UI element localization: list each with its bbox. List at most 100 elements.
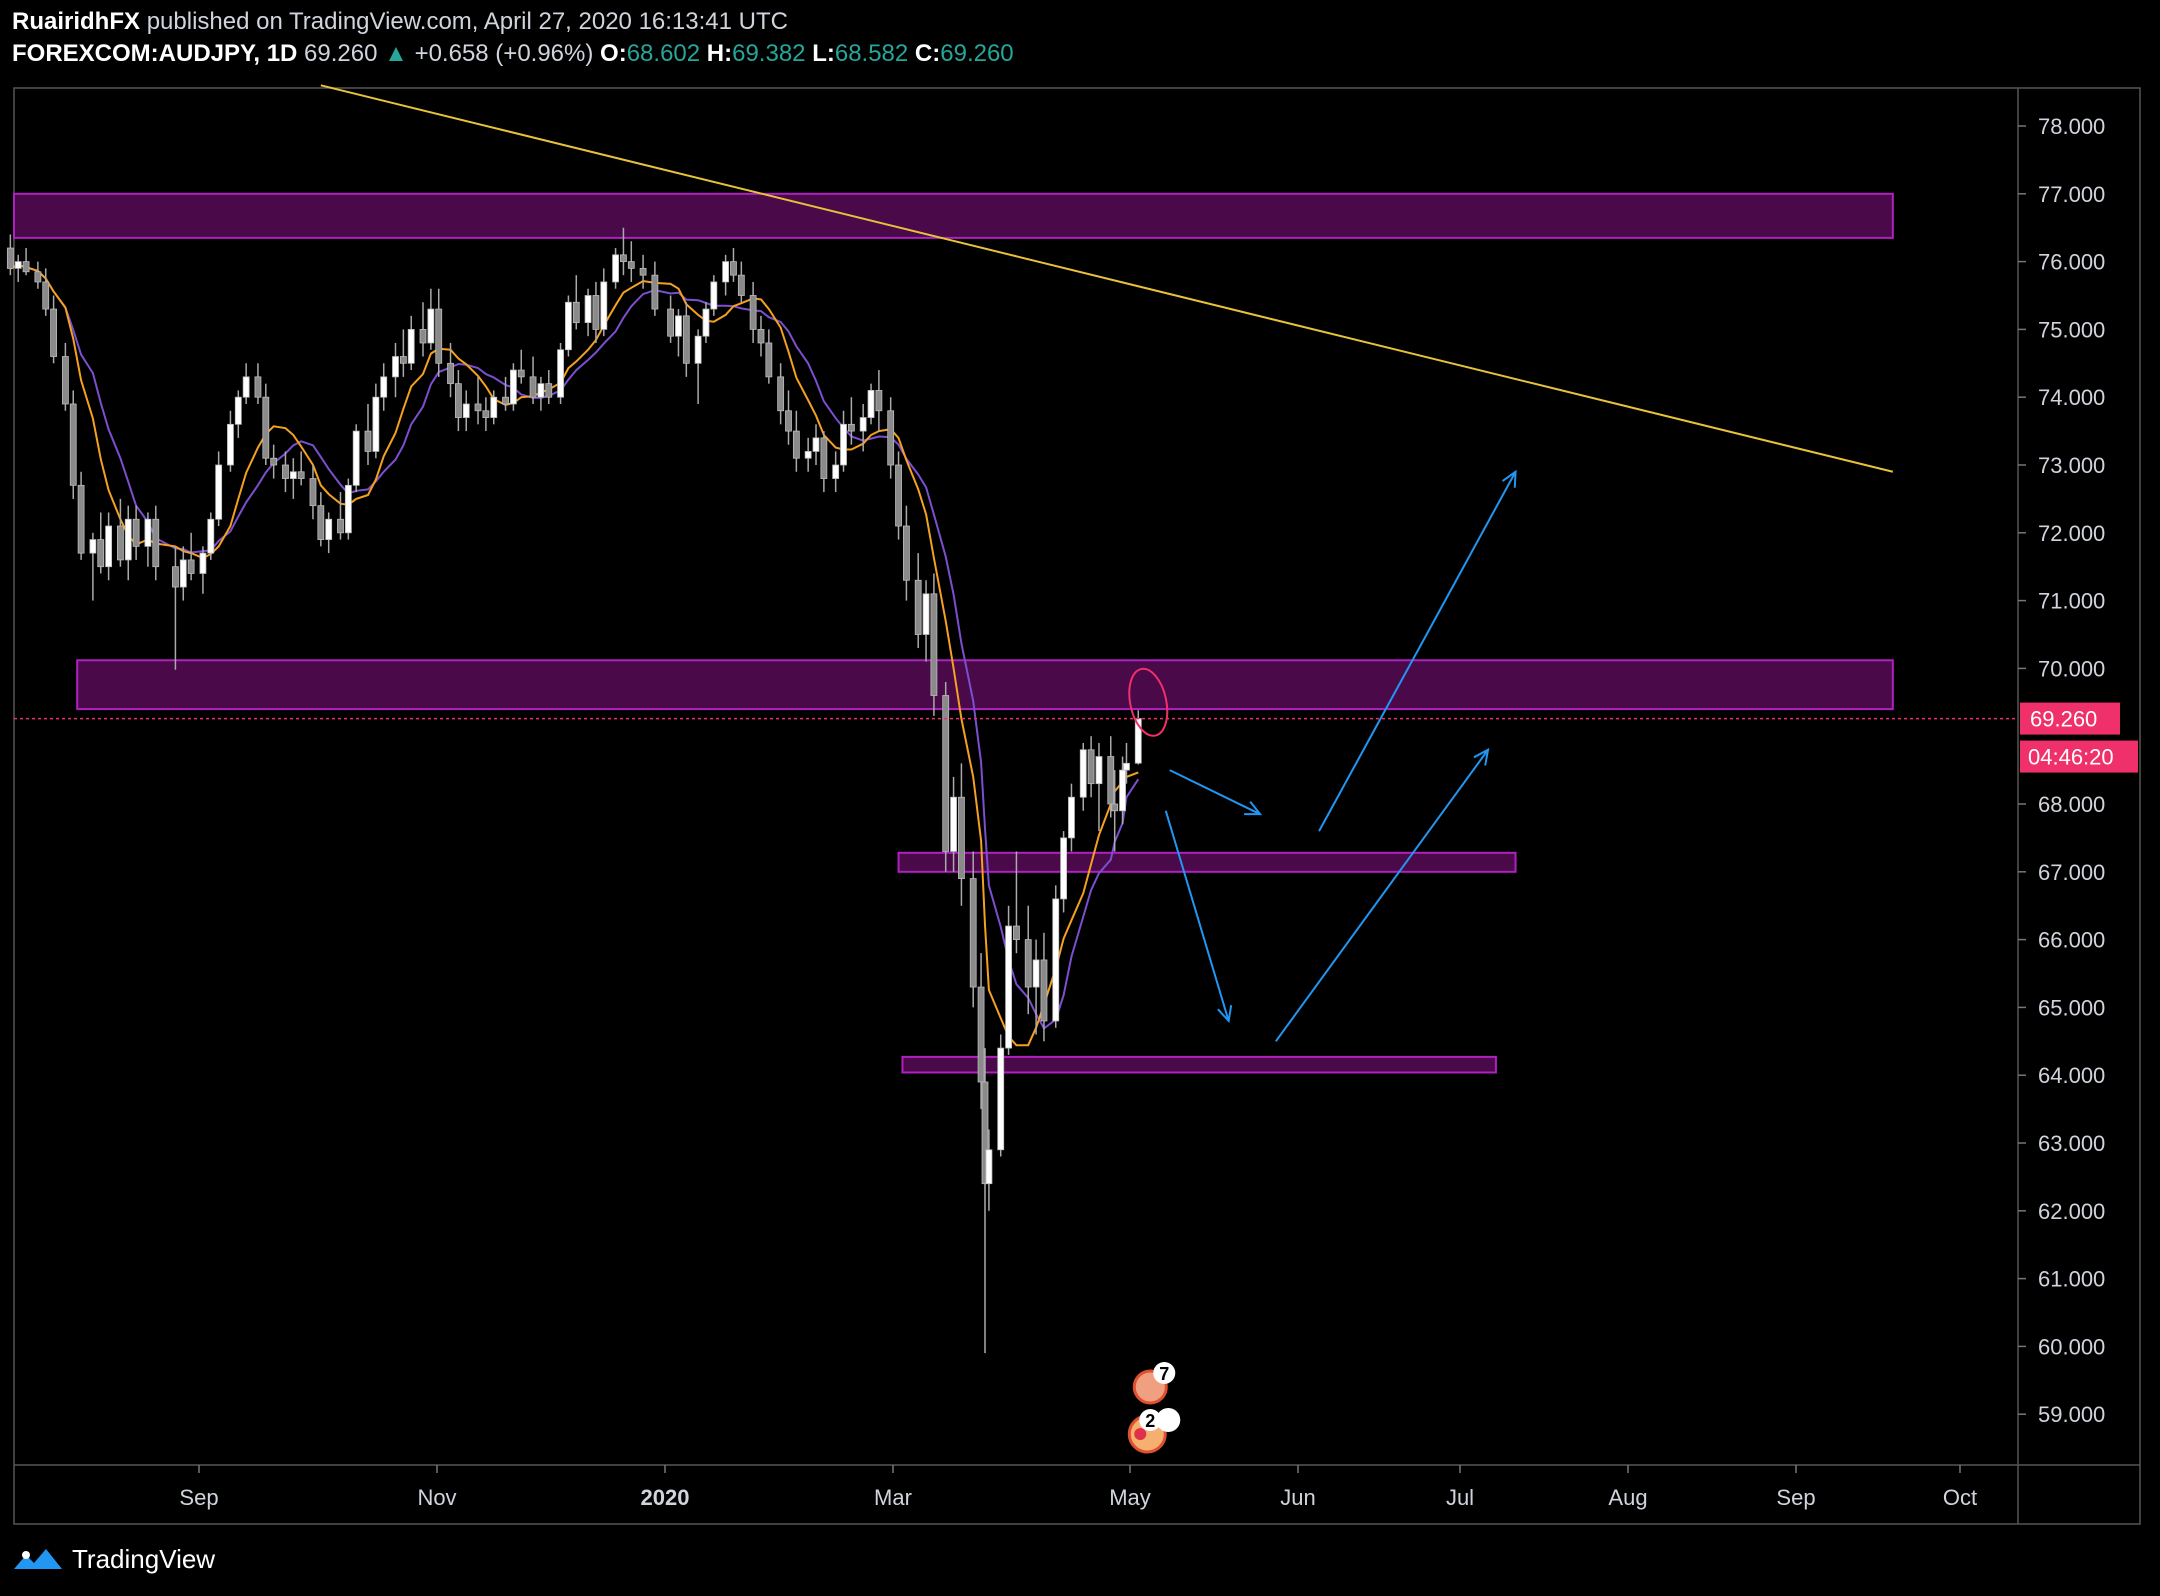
candle-body[interactable] [50,308,57,357]
candle-body[interactable] [1087,749,1095,785]
candle-body[interactable] [675,315,682,337]
candle-body[interactable] [627,261,635,269]
candle-body[interactable] [765,342,773,378]
projection-arrow[interactable] [1318,471,1517,832]
candle-body[interactable] [22,261,30,273]
publisher-name[interactable]: RuairidhFX [12,8,141,35]
candle-body[interactable] [179,559,187,588]
candle-body[interactable] [282,464,289,479]
candle-body[interactable] [254,376,262,398]
candle-body[interactable] [997,1047,1005,1151]
candle-body[interactable] [42,281,50,310]
candle-body[interactable] [620,254,627,263]
candle-body[interactable] [887,410,895,466]
candle-body[interactable] [1040,959,1048,1022]
candle-body[interactable] [207,518,215,554]
candle-body[interactable] [757,328,765,344]
candle-body[interactable] [847,423,855,432]
candle-body[interactable] [969,878,977,988]
sr-zone[interactable] [76,659,1894,711]
candle-body[interactable] [895,464,902,527]
candle-body[interactable] [694,335,702,364]
candle-body[interactable] [289,471,297,479]
candle-body[interactable] [710,281,718,310]
candle-body[interactable] [325,518,333,540]
candle-body[interactable] [1079,749,1087,798]
candle-body[interactable] [117,525,124,561]
candle-body[interactable] [985,1149,993,1185]
sr-zone[interactable] [13,192,1894,239]
candle-body[interactable] [875,390,883,412]
candle-body[interactable] [977,986,985,1083]
projection-arrow[interactable] [1169,769,1261,816]
candle-body[interactable] [840,423,847,466]
candle-body[interactable] [462,403,470,418]
candle-body[interactable] [584,295,592,324]
candle-body[interactable] [682,315,690,364]
candle-body[interactable] [832,464,840,479]
candle-body[interactable] [509,369,517,405]
candle-body[interactable] [914,579,922,635]
candle-body[interactable] [1095,756,1103,785]
candle-body[interactable] [14,261,22,269]
candle-body[interactable] [1119,769,1126,812]
candle-body[interactable] [572,301,580,324]
candle-body[interactable] [592,295,600,330]
candle-body[interactable] [392,356,399,378]
highlight-ellipse[interactable] [1124,665,1173,739]
candle-body[interactable] [922,593,930,635]
candle-body[interactable] [105,525,113,568]
candle-body[interactable] [132,518,140,547]
candle-body[interactable] [1024,939,1032,988]
candle-body[interactable] [270,457,278,466]
candle-body[interactable] [792,430,800,459]
candle-body[interactable] [6,247,14,269]
candle-body[interactable] [777,376,785,412]
candle-body[interactable] [77,484,85,554]
candle-body[interactable] [529,376,537,398]
candle-body[interactable] [234,396,242,425]
candle-body[interactable] [61,356,69,405]
candle-body[interactable] [1052,898,1060,1022]
candle-body[interactable] [820,437,828,479]
projection-arrow[interactable] [1164,810,1230,1022]
candle-body[interactable] [419,328,427,344]
candle-body[interactable] [187,559,195,574]
candle-body[interactable] [317,505,325,540]
candle-body[interactable] [1005,925,1012,1049]
sr-zone[interactable] [897,851,1517,873]
candle-body[interactable] [124,518,132,561]
candle-body[interactable] [227,423,234,466]
trendline[interactable] [320,84,1894,473]
candle-body[interactable] [69,403,77,486]
candle-body[interactable] [958,796,965,879]
candle-body[interactable] [144,518,152,547]
candle-body[interactable] [97,539,105,568]
candle-body[interactable] [600,281,608,330]
candle-body[interactable] [89,539,97,554]
candle-body[interactable] [502,396,509,405]
candle-body[interactable] [981,1081,989,1185]
candle-body[interactable] [454,383,462,418]
candle-body[interactable] [199,552,207,574]
candle-body[interactable] [399,356,407,364]
candle-body[interactable] [730,261,737,276]
candle-body[interactable] [1060,837,1067,900]
candle-body[interactable] [537,383,545,398]
candle-body[interactable] [337,518,344,534]
candle-body[interactable] [859,417,867,432]
candle-body[interactable] [380,376,388,398]
candle-body[interactable] [215,464,223,520]
footer-brand[interactable]: TradingView [12,1544,215,1575]
candle-body[interactable] [490,396,498,418]
candle-body[interactable] [565,301,572,351]
candle-body[interactable] [172,566,179,588]
candle-body[interactable] [867,390,875,418]
candle-body[interactable] [427,308,435,344]
candle-body[interactable] [903,525,910,581]
candle-body[interactable] [1123,762,1130,771]
candle-body[interactable] [1111,803,1119,812]
candle-body[interactable] [364,430,372,452]
sr-zone[interactable] [901,1055,1497,1074]
